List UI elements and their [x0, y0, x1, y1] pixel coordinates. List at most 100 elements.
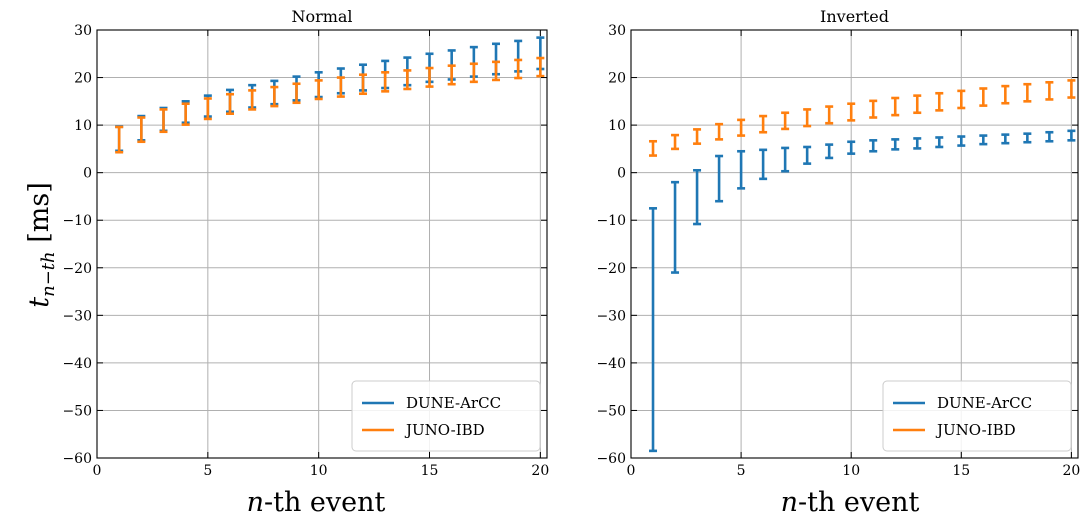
legend: DUNE-ArCC JUNO-IBD [351, 380, 541, 452]
errorbar [913, 94, 922, 115]
errorbar [781, 111, 790, 131]
y-tick-label: −60 [596, 451, 626, 467]
errorbar [825, 105, 834, 125]
y-tick-label: −50 [62, 403, 92, 419]
errorbar [979, 87, 988, 107]
errorbar [715, 154, 724, 203]
errorbar [803, 108, 812, 128]
errorbar [203, 97, 212, 121]
y-tick-label: 30 [608, 23, 626, 39]
y-tick-label: 20 [608, 71, 626, 87]
y-tick-label: 0 [83, 166, 92, 182]
errorbar [759, 148, 768, 181]
errorbar [847, 140, 856, 155]
x-tick-label: 0 [93, 463, 102, 479]
errorbar [469, 62, 478, 84]
legend-label: DUNE-ArCC [937, 394, 1032, 412]
x-axis-label-right: n-th event [781, 487, 920, 518]
errorbar [825, 143, 834, 160]
y-tick-label: 30 [74, 23, 92, 39]
errorbar [693, 168, 702, 226]
panel-normal: 0 5 10 15 20 −60 −50 −40 −30 −20 −10 0 10 20 30 Normal D… [62, 7, 549, 479]
errorbar [759, 114, 768, 134]
errorbar [137, 116, 146, 144]
errorbar [403, 69, 412, 91]
errorbar [1045, 130, 1054, 143]
series-juno-ibd [115, 56, 545, 154]
errorbar [492, 60, 501, 82]
errorbar [781, 146, 790, 173]
y-tick-label: −30 [62, 308, 92, 324]
errorbar [1067, 79, 1076, 99]
series-dune-arcc [649, 129, 1076, 453]
errorbar [336, 76, 345, 98]
y-tick-label: −40 [62, 356, 92, 372]
errorbar [181, 102, 190, 126]
y-tick-label: −10 [596, 213, 626, 229]
errorbar [715, 122, 724, 141]
errorbar [649, 139, 658, 157]
errorbar [935, 91, 944, 112]
errorbar [847, 102, 856, 122]
y-tick-label: 0 [617, 166, 626, 182]
panel-title: Inverted [820, 7, 889, 26]
y-tick-label: −10 [62, 213, 92, 229]
x-axis-label-left: n-th event [247, 487, 386, 518]
y-tick-label: 10 [74, 118, 92, 134]
x-tick-label: 10 [310, 463, 328, 479]
errorbar [159, 108, 168, 134]
errorbar [891, 138, 900, 151]
errorbar [957, 89, 966, 110]
series-juno-ibd [649, 79, 1076, 157]
x-tick-label: 5 [737, 463, 746, 479]
errorbar [803, 145, 812, 165]
errorbar [1067, 129, 1076, 142]
errorbar [891, 96, 900, 117]
legend-label: JUNO-IBD [404, 421, 485, 439]
errorbar [1001, 133, 1010, 145]
y-tick-label: −20 [596, 261, 626, 277]
y-tick-label: −30 [596, 308, 626, 324]
errorbar [381, 71, 390, 93]
legend-box [351, 380, 541, 452]
errorbar [359, 73, 368, 96]
legend-label: DUNE-ArCC [406, 394, 501, 412]
errorbar [1023, 82, 1032, 103]
errorbar [226, 92, 235, 115]
x-tick-label: 10 [842, 463, 860, 479]
errorbar [869, 139, 878, 153]
errorbar [536, 56, 545, 78]
errorbar [248, 89, 257, 111]
panel-inverted: 0 5 10 15 20 −60 −50 −40 −30 −20 −10 0 10 20 30 Inverte… [596, 7, 1080, 479]
errorbar [425, 66, 434, 88]
errorbar [447, 64, 456, 86]
series-dune-arcc [115, 36, 545, 153]
errorbar [671, 133, 680, 151]
panel-title: Normal [291, 7, 352, 26]
errorbar [935, 136, 944, 149]
y-tick-label: −20 [62, 261, 92, 277]
errorbar [979, 134, 988, 146]
errorbar [1023, 132, 1032, 144]
errorbar [913, 137, 922, 150]
errorbar [1045, 81, 1054, 101]
errorbar [314, 79, 323, 101]
legend: DUNE-ArCC JUNO-IBD [882, 380, 1072, 452]
legend-label: JUNO-IBD [935, 421, 1016, 439]
errorbar [514, 58, 523, 80]
x-tick-label: 0 [627, 463, 636, 479]
errorbar [869, 99, 878, 119]
x-tick-label: 15 [421, 463, 439, 479]
x-tick-label: 5 [203, 463, 212, 479]
y-tick-label: −50 [596, 403, 626, 419]
plot-frame [96, 29, 548, 459]
plot-frame [630, 29, 1079, 459]
y-tick-label: −40 [596, 356, 626, 372]
errorbar [292, 82, 301, 105]
errorbar [737, 149, 746, 190]
errorbar [737, 118, 746, 137]
errorbar [649, 207, 658, 453]
errorbar [115, 125, 124, 154]
errorbar [1001, 84, 1010, 105]
